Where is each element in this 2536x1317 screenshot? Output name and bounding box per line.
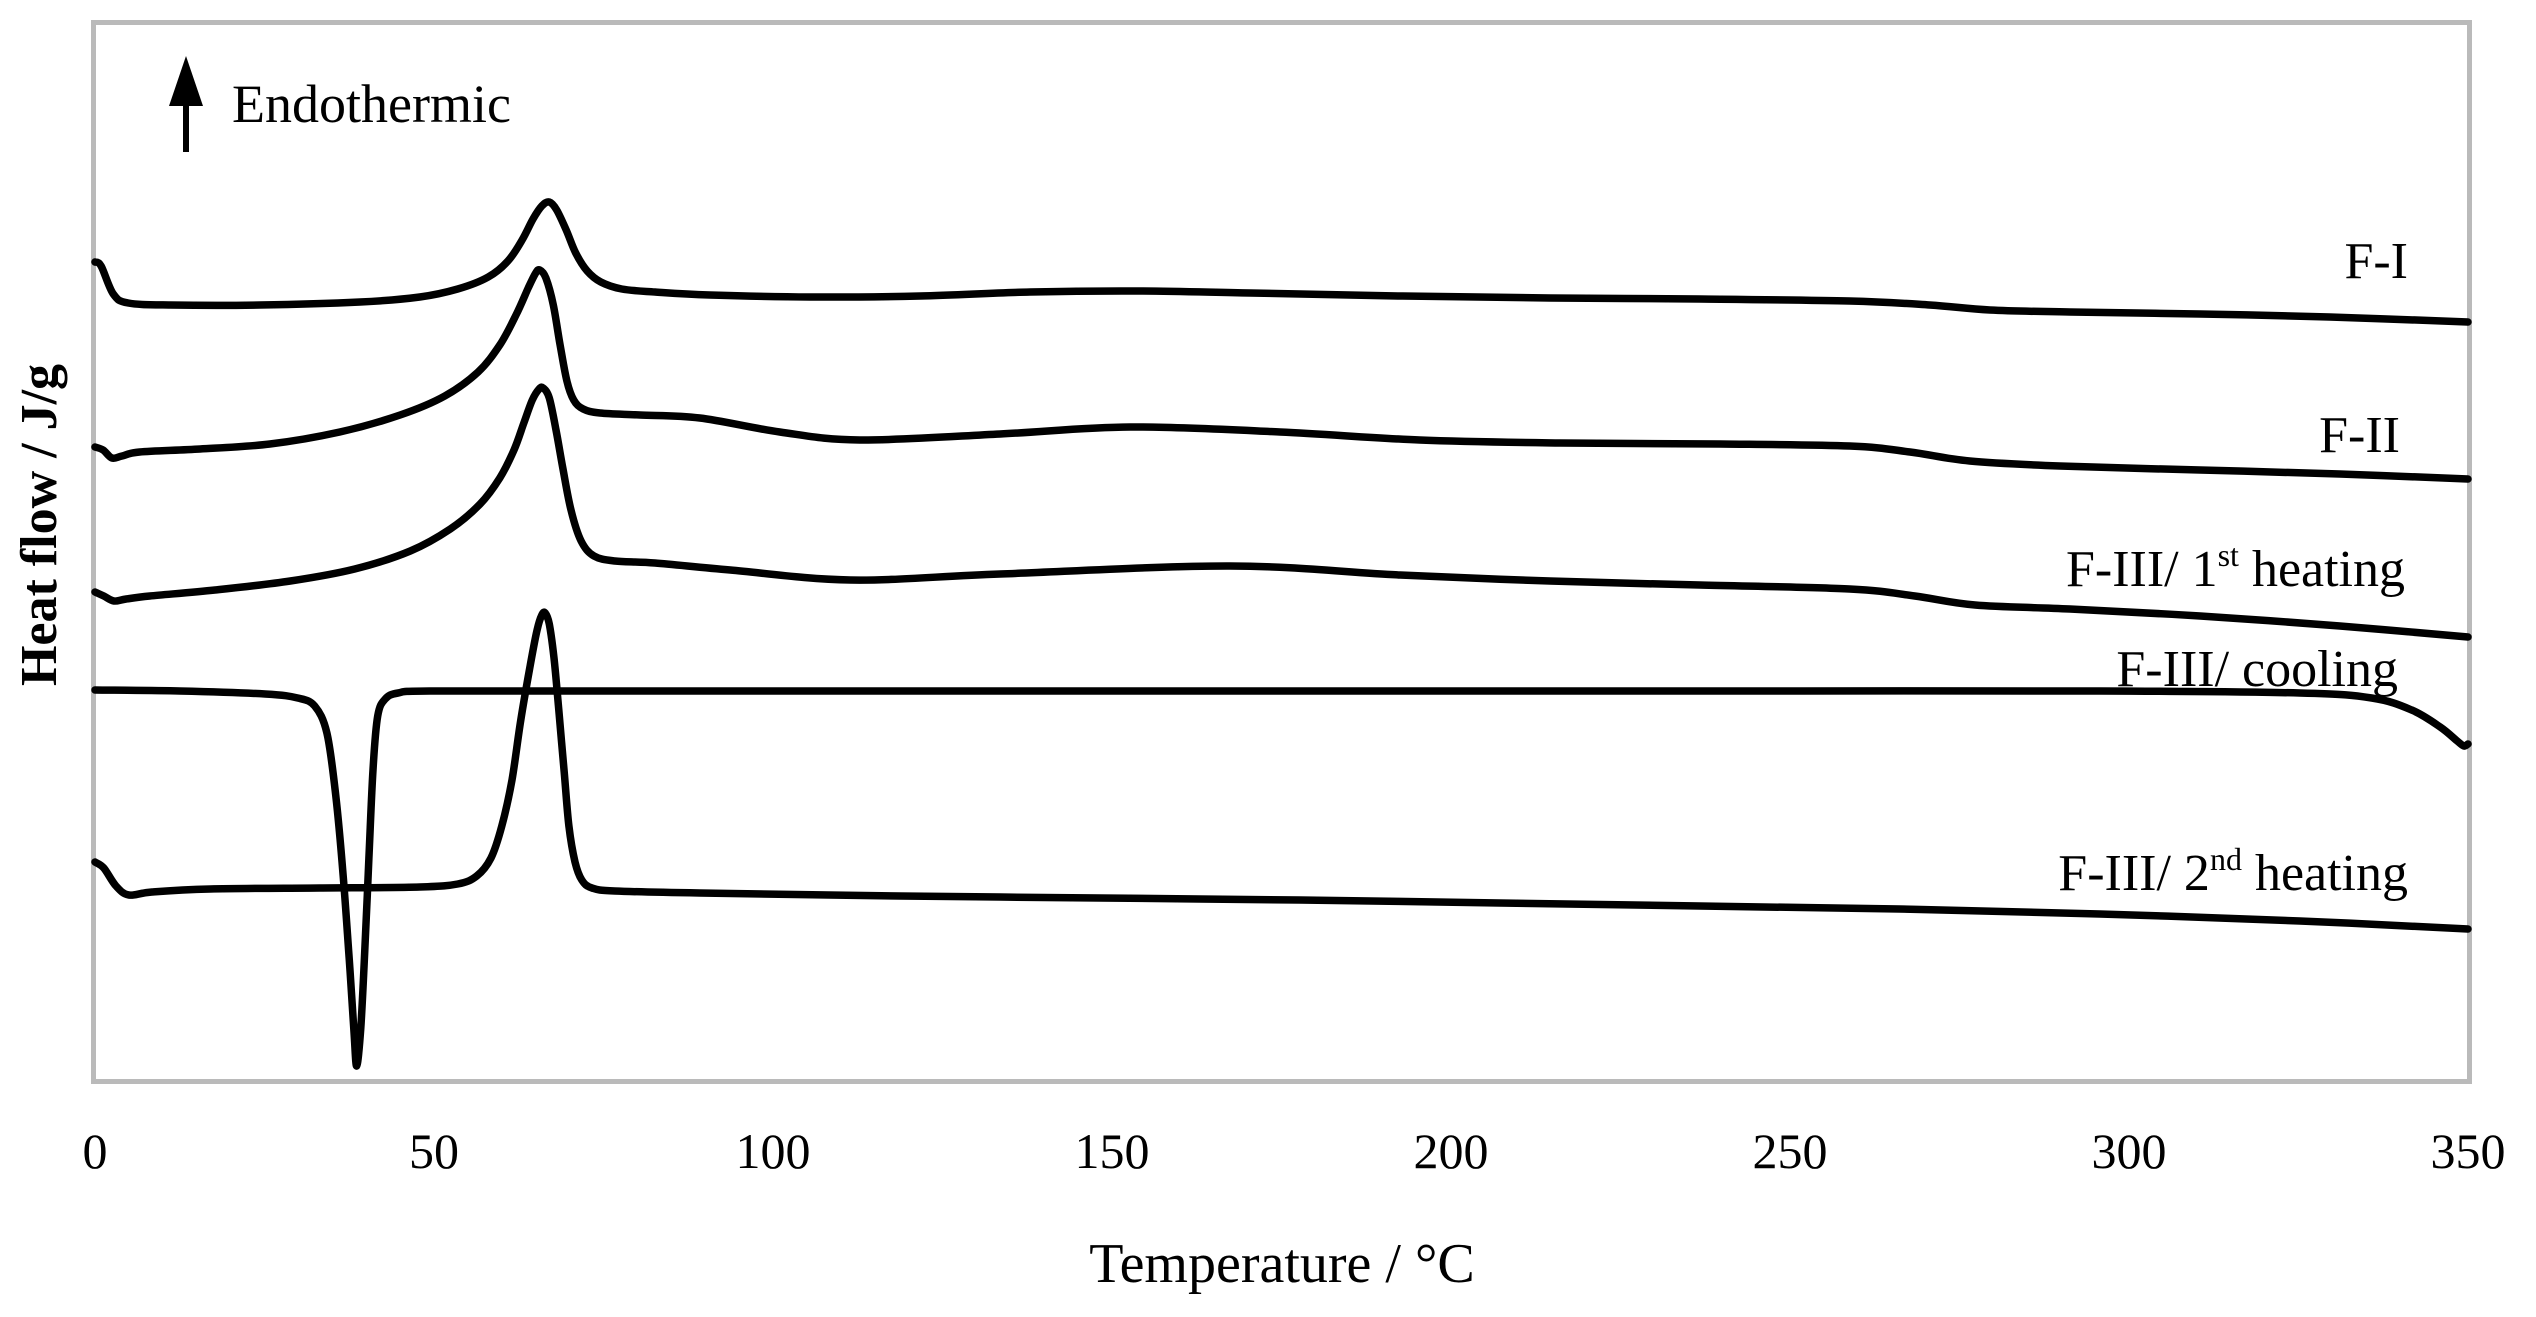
x-tick-label-350: 350 bbox=[2431, 1123, 2506, 1179]
curve-label-3: F-III/ 1st heating bbox=[2066, 537, 2405, 598]
curve-label-4: F-III/ cooling bbox=[2116, 641, 2398, 698]
curve-label-2: F-II bbox=[2319, 407, 2400, 464]
x-tick-label-150: 150 bbox=[1075, 1123, 1150, 1179]
curve-label-5: F-III/ 2nd heating bbox=[2058, 841, 2408, 902]
x-tick-label-200: 200 bbox=[1414, 1123, 1489, 1179]
dsc-curve-3 bbox=[91, 383, 2472, 641]
up-arrow-head-icon bbox=[169, 56, 203, 106]
x-tick-label-100: 100 bbox=[736, 1123, 811, 1179]
x-tick-labels: 0 50 100 150 200 250 300 350 bbox=[83, 1123, 2506, 1179]
endothermic-label: Endothermic bbox=[232, 74, 511, 134]
dsc-curve-4 bbox=[91, 686, 2472, 1070]
dsc-curve-5 bbox=[91, 608, 2472, 933]
curve-label-1: F-I bbox=[2344, 233, 2408, 290]
plot-border bbox=[91, 20, 2472, 1084]
x-tick-label-250: 250 bbox=[1753, 1123, 1828, 1179]
x-tick-label-0: 0 bbox=[83, 1123, 108, 1179]
x-tick-label-300: 300 bbox=[2092, 1123, 2167, 1179]
dsc-curve-1 bbox=[91, 198, 2472, 326]
endothermic-arrow bbox=[169, 56, 203, 152]
dsc-curve-2 bbox=[91, 265, 2472, 483]
x-tick-label-50: 50 bbox=[409, 1123, 459, 1179]
curves-layer bbox=[91, 198, 2472, 1070]
curve-labels: F-I F-II F-III/ 1st heating F-III/ cooling F… bbox=[2058, 233, 2408, 902]
x-axis-label: Temperature / °C bbox=[1089, 1233, 1474, 1295]
y-axis-label: Heat flow / J/g bbox=[11, 364, 68, 686]
